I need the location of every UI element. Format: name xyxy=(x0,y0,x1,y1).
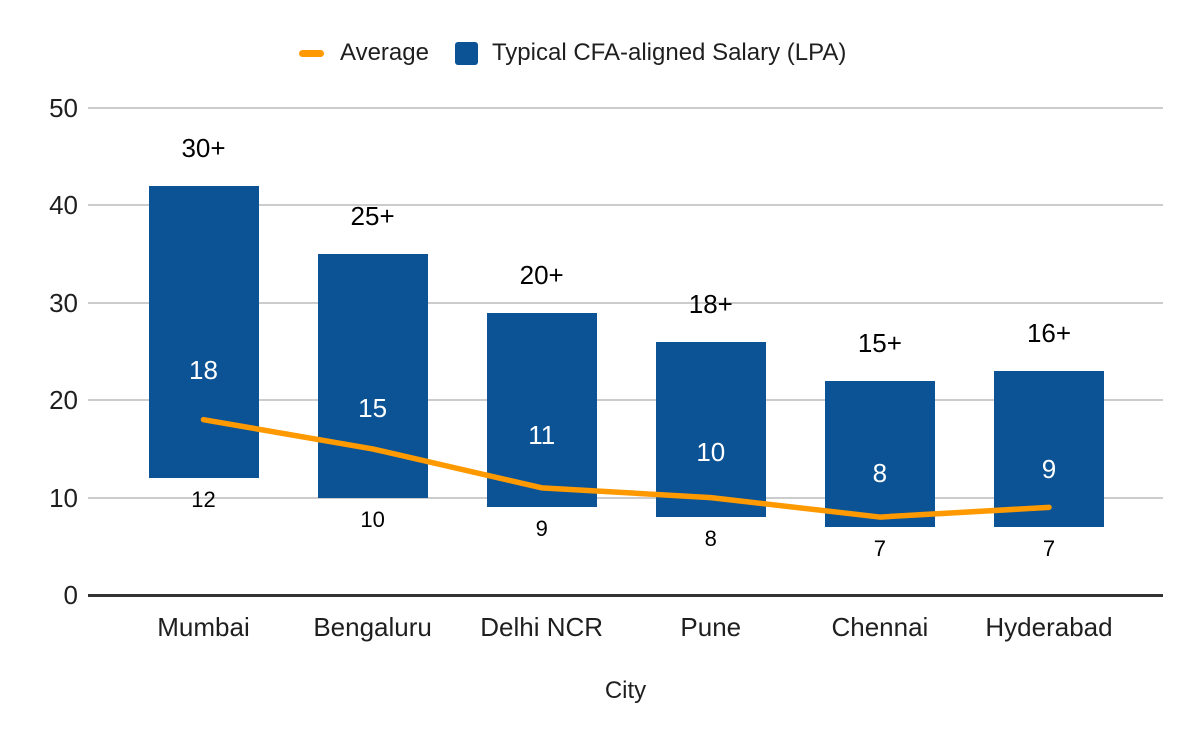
x-axis-baseline xyxy=(88,593,1163,597)
bar-label-inside-hyderabad: 9 xyxy=(1041,454,1057,485)
legend-bar-swatch-icon xyxy=(454,41,478,65)
y-tick-label-40: 40 xyxy=(49,190,78,221)
gridline-50 xyxy=(88,107,1163,109)
bar-label-above-bengaluru: 25+ xyxy=(350,201,395,232)
bar-pune[interactable] xyxy=(655,341,766,518)
bar-label-inside-bengaluru: 15 xyxy=(358,392,388,423)
gridline-20 xyxy=(88,399,1163,402)
x-axis-title: City xyxy=(604,677,647,704)
legend-item-label-salary: Typical CFA-aligned Salary (LPA) xyxy=(491,39,847,66)
y-tick-label-10: 10 xyxy=(49,482,78,513)
x-axis-label-bengaluru: Bengaluru xyxy=(313,612,432,642)
bar-hyderabad[interactable] xyxy=(994,370,1104,527)
bar-label-below-pune: 8 xyxy=(704,526,717,552)
legend-item-label-average: Average xyxy=(340,39,429,66)
x-axis-label-chennai: Chennai xyxy=(831,612,929,642)
bar-label-below-hyderabad: 7 xyxy=(1042,535,1056,561)
bar-label-below-mumbai: 12 xyxy=(191,487,216,513)
y-tick-label-20: 20 xyxy=(49,385,78,416)
bar-label-above-chennai: 15+ xyxy=(857,327,902,358)
bar-delhi-ncr[interactable] xyxy=(486,312,597,508)
bar-label-above-hyderabad: 16+ xyxy=(1026,317,1072,348)
gridline-40 xyxy=(88,204,1163,207)
x-axis-label-delhi-ncr: Delhi NCR xyxy=(480,612,604,642)
bar-label-inside-pune: 10 xyxy=(696,437,726,468)
bar-bengaluru[interactable] xyxy=(317,254,428,498)
bar-label-inside-delhi-ncr: 11 xyxy=(528,420,556,451)
bar-chennai[interactable] xyxy=(824,380,935,527)
x-axis-label-mumbai: Mumbai xyxy=(157,612,250,642)
y-tick-label-50: 50 xyxy=(49,93,78,123)
chart-legend: Average Typical CFA-aligned Salary (LPA) xyxy=(299,38,846,68)
x-axis-label-hyderabad: Hyderabad xyxy=(985,612,1113,642)
y-tick-label-0: 0 xyxy=(63,580,78,610)
legend-line-swatch-icon xyxy=(299,49,324,57)
bar-label-above-pune: 18+ xyxy=(688,288,733,319)
bar-label-above-delhi-ncr: 20+ xyxy=(519,259,564,290)
bar-label-below-chennai: 7 xyxy=(873,535,887,561)
y-tick-label-30: 30 xyxy=(49,287,78,318)
bar-label-above-mumbai: 30+ xyxy=(181,132,226,163)
bar-label-below-bengaluru: 10 xyxy=(360,506,385,532)
bar-label-below-delhi-ncr: 9 xyxy=(535,516,548,542)
bar-label-inside-mumbai: 18 xyxy=(189,355,218,385)
bar-mumbai[interactable] xyxy=(148,185,259,479)
bar-label-inside-chennai: 8 xyxy=(872,457,888,488)
gridline-30 xyxy=(88,301,1163,304)
x-axis-label-pune: Pune xyxy=(680,612,742,642)
